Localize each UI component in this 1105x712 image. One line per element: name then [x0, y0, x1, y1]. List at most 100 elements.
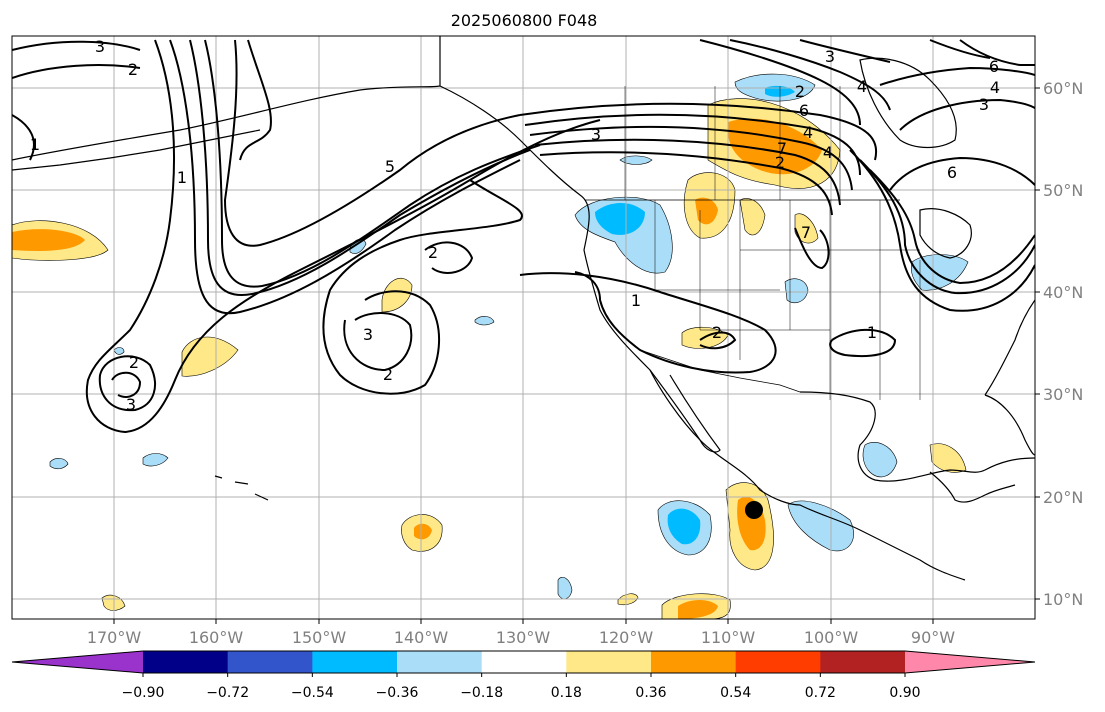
negative-area — [862, 442, 898, 478]
positive-area — [929, 443, 967, 473]
contour-label: 1 — [30, 135, 40, 154]
contour-label: 5 — [385, 157, 395, 176]
latitude-labels: 60°N 50°N 40°N 30°N 20°N 10°N — [1043, 79, 1083, 609]
colorbar-tick-label: 0.90 — [889, 685, 920, 701]
hudson-bay — [859, 57, 957, 149]
colorbar-segment — [312, 651, 398, 673]
lat-label: 20°N — [1043, 488, 1083, 507]
contour-line — [169, 39, 521, 315]
colorbar-segment — [820, 651, 906, 673]
gulf-coast — [799, 391, 1035, 482]
lon-label: 120°W — [599, 628, 654, 647]
contour-line — [98, 355, 156, 412]
colorbar: −0.90 −0.72 −0.54 −0.36 −0.18 0.18 0.36 0.54 0.7… — [11, 650, 1036, 701]
lat-label: 10°N — [1043, 590, 1083, 609]
contour-label: 2 — [383, 365, 393, 384]
negative-area — [113, 347, 125, 355]
negative-area — [142, 453, 169, 467]
colorbar-tick-label: 0.54 — [720, 685, 751, 701]
lon-label: 100°W — [804, 628, 859, 647]
us-mexico-border — [639, 349, 801, 393]
colorbar-segments — [12, 651, 1035, 673]
contour-label: 2 — [428, 243, 438, 262]
colorbar-segment — [651, 651, 737, 673]
contour-line — [849, 149, 1035, 312]
colorbar-tick-label: 0.72 — [805, 685, 836, 701]
contour-label: 3 — [95, 37, 105, 56]
contour-line — [239, 39, 272, 161]
contour-line — [519, 102, 878, 161]
contour-label: 4 — [823, 143, 833, 162]
contour-label: 6 — [799, 101, 809, 120]
contour-label: 2 — [795, 82, 805, 101]
contour-line — [799, 39, 891, 63]
contour-label: 2 — [129, 353, 139, 372]
contour-label: 6 — [947, 163, 957, 182]
lat-label: 50°N — [1043, 181, 1083, 200]
negative-area — [787, 500, 854, 552]
colorbar-tick-label: −0.18 — [460, 685, 503, 701]
negative-area — [619, 155, 653, 165]
colorbar-tick-label: 0.36 — [635, 685, 666, 701]
longitude-labels: 170°W 160°W 150°W 140°W 130°W 120°W 110°… — [87, 628, 955, 647]
negative-area — [784, 278, 809, 303]
contour-label: 3 — [126, 395, 136, 414]
lon-label: 170°W — [87, 628, 142, 647]
lat-label: 30°N — [1043, 385, 1083, 404]
axis-ticks — [113, 87, 1040, 624]
contour-label: 3 — [979, 95, 989, 114]
contour-line — [12, 40, 141, 51]
contour-label: 1 — [177, 168, 187, 187]
contour-label: 4 — [857, 77, 867, 96]
colorbar-tick-label: −0.72 — [206, 685, 249, 701]
contours — [12, 39, 1035, 434]
hawaii — [214, 475, 269, 501]
contour-line — [529, 125, 853, 191]
contour-label: 4 — [803, 123, 813, 142]
contour-line — [859, 159, 1035, 295]
contour-label: 1 — [867, 323, 877, 342]
contour-line — [729, 39, 891, 111]
lat-label: 40°N — [1043, 283, 1083, 302]
colorbar-segment — [566, 651, 652, 673]
east-coast — [984, 299, 1035, 396]
contour-line — [829, 328, 897, 358]
contour-labels: 2 3 1 1 2 3 2 3 5 2 3 2 1 2 1 3 4 2 6 7 … — [30, 37, 1000, 414]
contour-line — [959, 39, 1035, 66]
coastlines — [12, 36, 1035, 581]
colorbar-tick-label: 0.18 — [551, 685, 582, 701]
colorbar-tick-label: −0.54 — [291, 685, 334, 701]
contour-label: 7 — [777, 139, 787, 158]
great-lakes — [919, 208, 972, 259]
florida — [984, 394, 1035, 456]
negative-area — [557, 577, 573, 600]
positive-core — [695, 197, 718, 225]
colorbar-tick-label: −0.90 — [122, 685, 165, 701]
contour-line — [424, 241, 474, 274]
contour-label: 3 — [825, 47, 835, 66]
contour-line — [189, 39, 531, 297]
negative-area — [474, 316, 495, 326]
contour-label: 1 — [631, 291, 641, 310]
map-title: 2025060800 F048 — [451, 11, 598, 30]
colorbar-tick-label: −0.36 — [376, 685, 419, 701]
contour-line — [699, 331, 737, 350]
contour-label: 2 — [775, 153, 785, 172]
contour-label: 6 — [989, 57, 999, 76]
alaska-coast — [12, 85, 441, 161]
lon-label: 140°W — [394, 628, 449, 647]
contour-line — [699, 39, 861, 126]
lon-label: 90°W — [911, 628, 955, 647]
lon-label: 130°W — [496, 628, 551, 647]
contour-line — [204, 39, 541, 288]
contour-line — [111, 371, 142, 398]
colorbar-segment — [227, 651, 313, 673]
positive-area — [181, 336, 239, 377]
lon-label: 160°W — [189, 628, 244, 647]
colorbar-extend-high — [905, 651, 1035, 673]
colorbar-segment — [481, 651, 567, 673]
positive-area — [381, 278, 413, 313]
contour-line — [223, 39, 521, 247]
lon-label: 150°W — [292, 628, 347, 647]
